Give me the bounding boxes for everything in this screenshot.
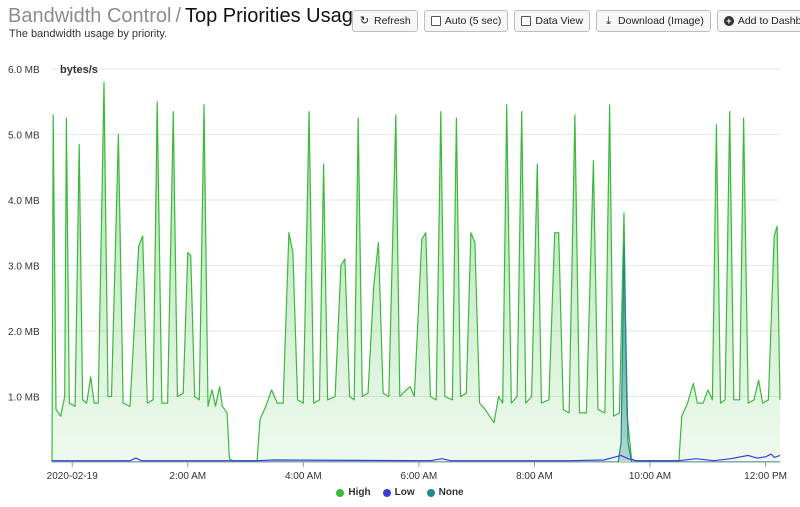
series-area-high xyxy=(52,82,780,462)
page-subtitle: The bandwidth usage by priority. xyxy=(9,28,168,40)
y-axis-label: bytes/s xyxy=(60,64,98,76)
legend-label: Low xyxy=(394,487,415,498)
legend-dot-icon xyxy=(382,488,391,497)
x-tick-label: 8:00 AM xyxy=(516,471,553,482)
chart-legend: High Low None xyxy=(0,487,800,498)
add-to-dashboard-label: Add to Dashbo xyxy=(737,15,800,27)
legend-item-none[interactable]: None xyxy=(426,487,464,498)
x-tick-label: 12:00 PM xyxy=(744,471,787,482)
x-tick-label: 4:00 AM xyxy=(285,471,322,482)
axis-layer: 1.0 MB 2.0 MB 3.0 MB 4.0 MB 5.0 MB 6.0 MB byte… xyxy=(8,64,787,482)
refresh-label: Refresh xyxy=(374,15,411,27)
series-layer xyxy=(51,81,781,463)
download-label: Download (Image) xyxy=(618,15,704,27)
download-image-button[interactable]: ⤓ Download (Image) xyxy=(596,10,711,32)
auto-refresh-label: Auto (5 sec) xyxy=(444,15,502,27)
refresh-button[interactable]: ↻ Refresh xyxy=(352,10,418,32)
y-tick-label: 2.0 MB xyxy=(8,327,40,338)
plus-circle-icon: + xyxy=(723,16,734,26)
x-tick-label: 6:00 AM xyxy=(401,471,438,482)
breadcrumb-separator: / xyxy=(175,5,181,27)
auto-refresh-toggle[interactable]: Auto (5 sec) xyxy=(423,10,509,32)
chart-toolbar: ↻ Refresh Auto (5 sec) Data View ⤓ Downl… xyxy=(352,10,800,32)
refresh-icon: ↻ xyxy=(359,15,370,27)
add-to-dashboard-button[interactable]: + Add to Dashbo xyxy=(716,10,800,32)
legend-label: None xyxy=(438,487,464,498)
checkbox-icon xyxy=(430,16,441,26)
checkbox-icon xyxy=(521,16,532,26)
legend-label: High xyxy=(348,487,371,498)
x-tick-label: 2:00 AM xyxy=(169,471,206,482)
legend-item-low[interactable]: Low xyxy=(382,487,415,498)
x-tick-label: 10:00 AM xyxy=(629,471,671,482)
page-title-text: Top Priorities Usage xyxy=(185,5,364,27)
data-view-toggle[interactable]: Data View xyxy=(514,10,591,32)
legend-dot-icon xyxy=(336,488,345,497)
legend-dot-icon xyxy=(426,488,435,497)
page-title: Bandwidth Control / Top Priorities Usage xyxy=(8,3,364,29)
data-view-label: Data View xyxy=(535,15,584,27)
x-tick-label: 2020-02-19 xyxy=(47,471,99,482)
y-tick-label: 3.0 MB xyxy=(8,262,40,273)
bandwidth-chart[interactable]: 1.0 MB 2.0 MB 3.0 MB 4.0 MB 5.0 MB 6.0 MB byte… xyxy=(0,44,800,484)
y-tick-label: 5.0 MB xyxy=(8,131,40,142)
breadcrumb-parent[interactable]: Bandwidth Control xyxy=(8,5,172,27)
series-line-low xyxy=(52,453,781,462)
download-icon: ⤓ xyxy=(606,15,611,27)
legend-item-high[interactable]: High xyxy=(336,487,371,498)
y-tick-label: 1.0 MB xyxy=(8,393,40,404)
y-tick-label: 4.0 MB xyxy=(8,196,40,207)
page-header: Bandwidth Control / Top Priorities Usage T… xyxy=(0,0,800,44)
y-tick-label: 6.0 MB xyxy=(8,65,40,76)
